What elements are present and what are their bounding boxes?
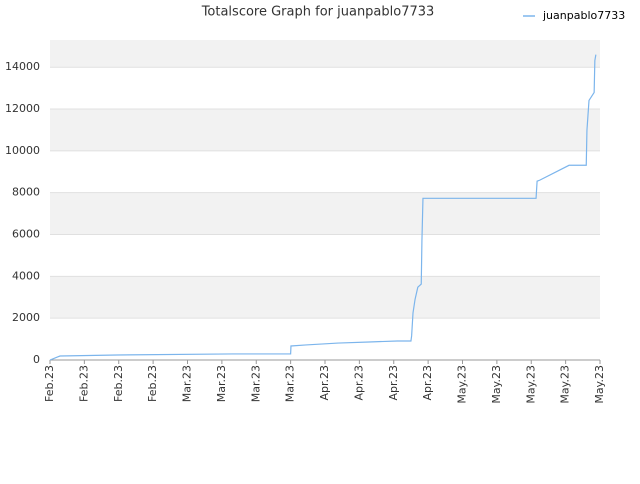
grid-band xyxy=(50,67,600,110)
x-tick-label: Apr.23 xyxy=(352,365,365,401)
y-tick-label: 0 xyxy=(33,353,40,366)
y-tick-label: 8000 xyxy=(12,186,40,199)
grid-band xyxy=(50,150,600,193)
grid-band xyxy=(50,276,600,319)
x-tick-label: May.23 xyxy=(490,365,503,404)
x-tick-label: Mar.23 xyxy=(181,365,194,402)
line xyxy=(49,54,597,361)
grid-band xyxy=(50,40,600,68)
x-tick-label: Feb.23 xyxy=(77,365,90,402)
x-tick-label: Apr.23 xyxy=(387,365,400,401)
legend-label: juanpablo7733 xyxy=(542,9,625,22)
x-tick-label: Feb.23 xyxy=(112,365,125,402)
y-tick-label: 14000 xyxy=(5,60,40,73)
y-tick-label: 2000 xyxy=(12,311,40,324)
grid-band xyxy=(50,318,600,360)
x-tick-label: Feb.23 xyxy=(43,365,56,402)
y-tick-label: 10000 xyxy=(5,144,40,157)
chart-title: Totalscore Graph for juanpablo7733 xyxy=(201,5,435,20)
x-tick-label: May.23 xyxy=(524,365,537,404)
x-tick-label: May.23 xyxy=(593,365,606,404)
y-tick-label: 12000 xyxy=(5,102,40,115)
x-tick-label: Apr.23 xyxy=(318,365,331,401)
x-tick-label: Apr.23 xyxy=(421,365,434,401)
x-tick-label: Feb.23 xyxy=(146,365,159,402)
grid-band xyxy=(50,109,600,151)
grid-band xyxy=(50,192,600,235)
x-tick-label: Mar.23 xyxy=(284,365,297,402)
x-tick-label: Mar.23 xyxy=(249,365,262,402)
y-tick-label: 4000 xyxy=(12,269,40,282)
y-tick-label: 6000 xyxy=(12,228,40,241)
x-tick-label: May.23 xyxy=(456,365,469,404)
x-tick-label: Mar.23 xyxy=(215,365,228,402)
x-tick-label: May.23 xyxy=(559,365,572,404)
grid-band xyxy=(50,234,600,277)
